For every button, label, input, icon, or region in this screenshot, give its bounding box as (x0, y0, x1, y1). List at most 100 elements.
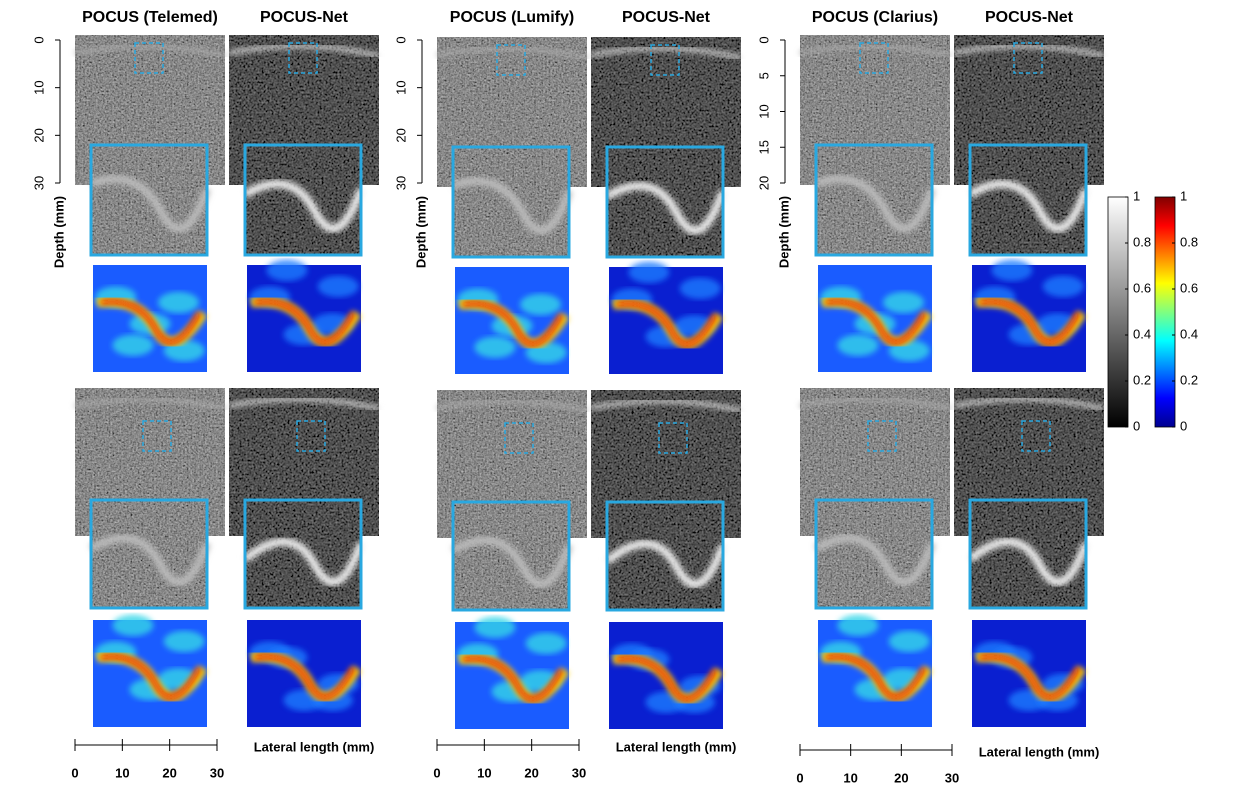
heat-spot (991, 259, 1033, 282)
bone-echo (604, 181, 727, 235)
lateral-tick-label: 20 (162, 765, 176, 780)
colorbar-tick-label: 0 (1180, 418, 1187, 433)
heat-core (254, 654, 355, 699)
heat-spot (525, 632, 567, 655)
colorbar-tick-label: 1 (1180, 188, 1187, 203)
roi-box (134, 42, 164, 74)
bone-echo (89, 175, 211, 233)
zoom-frame (243, 143, 363, 257)
heat-core (979, 654, 1080, 699)
colorbar-tick-label: 1 (1133, 188, 1140, 203)
zoom-frame (89, 143, 209, 257)
heat-spot (474, 336, 516, 358)
heat-spot (679, 277, 721, 300)
column-title: POCUS-Net (622, 9, 711, 26)
colorbar-tick-label: 0.6 (1180, 280, 1198, 295)
lateral-tick-label: 0 (433, 765, 440, 780)
heat-spot (163, 630, 205, 653)
roi-box (650, 44, 680, 76)
heat-core (254, 299, 355, 344)
depth-tick-label: 5 (756, 72, 771, 79)
colorbar (1107, 196, 1129, 428)
roi-box (859, 42, 889, 74)
depth-label: Depth (mm) (776, 196, 791, 268)
roi-box (296, 420, 326, 452)
column-title: POCUS (Telemed) (82, 9, 218, 26)
heat-spot (837, 334, 879, 356)
lateral-label: Lateral length (mm) (254, 739, 375, 754)
tissue-echo (799, 44, 951, 58)
zoom-frame (605, 145, 725, 259)
lateral-tick-label: 0 (71, 765, 78, 780)
heat-core (825, 654, 926, 699)
heat-spot (882, 291, 925, 314)
tissue-echo (74, 397, 226, 411)
depth-tick-label: 20 (756, 176, 771, 190)
colorbar-tick-label: 0 (1133, 418, 1140, 433)
colorbar (1154, 196, 1176, 428)
tissue-echo (799, 397, 951, 411)
roi-box (496, 44, 526, 76)
colorbar-tick-label: 0.4 (1180, 326, 1198, 341)
depth-label: Depth (mm) (413, 196, 428, 268)
tissue-echo (953, 397, 1105, 411)
heat-core (100, 299, 201, 344)
depth-tick-label: 0 (393, 36, 408, 43)
column-title: POCUS-Net (985, 9, 1074, 26)
heat-spot (1042, 275, 1084, 298)
lateral-tick-label: 10 (115, 765, 129, 780)
zoom-frame (814, 143, 934, 257)
zoom-frame (968, 143, 1088, 257)
colorbar-tick-label: 0.2 (1180, 372, 1198, 387)
roi-box (1013, 42, 1043, 74)
bone-echo (604, 539, 727, 588)
tissue-echo (228, 397, 380, 411)
heat-core (462, 301, 563, 346)
heat-spot (519, 293, 562, 316)
depth-tick-label: 15 (756, 140, 771, 154)
zoom-frame (968, 498, 1088, 610)
zoom-frame (243, 498, 363, 610)
heat-spot (317, 275, 359, 298)
tissue-echo (74, 44, 226, 58)
tissue-echo (436, 399, 588, 413)
column-title: POCUS-Net (260, 9, 349, 26)
tissue-echo (590, 46, 742, 60)
depth-tick-label: 30 (393, 176, 408, 190)
column-title: POCUS (Lumify) (450, 9, 574, 26)
depth-tick-label: 0 (31, 36, 46, 43)
lateral-tick-label: 0 (796, 770, 803, 785)
depth-tick-label: 0 (756, 36, 771, 43)
tissue-echo (436, 46, 588, 60)
bone-echo (814, 175, 936, 233)
depth-label: Depth (mm) (51, 196, 66, 268)
heat-core (100, 654, 201, 699)
heat-spot (112, 614, 154, 637)
zoom-frame (89, 498, 209, 610)
tissue-echo (953, 44, 1105, 58)
lateral-label: Lateral length (mm) (979, 744, 1100, 759)
heat-spot (474, 616, 516, 639)
depth-tick-label: 10 (31, 80, 46, 94)
roi-box (867, 420, 897, 452)
lateral-tick-label: 20 (524, 765, 538, 780)
heat-core (979, 299, 1080, 344)
heat-spot (628, 261, 670, 284)
heat-spot (266, 259, 308, 282)
roi-box (288, 42, 318, 74)
lateral-tick-label: 30 (572, 765, 586, 780)
heat-spot (112, 334, 154, 356)
colorbar-tick-label: 0.4 (1133, 326, 1151, 341)
lateral-tick-label: 10 (843, 770, 857, 785)
colorbar-tick-label: 0.6 (1133, 280, 1151, 295)
lateral-tick-label: 30 (945, 770, 959, 785)
tissue-echo (590, 399, 742, 413)
heat-spot (157, 291, 200, 314)
zoom-frame (814, 498, 934, 610)
colorbar-tick-label: 0.2 (1133, 372, 1151, 387)
zoom-frame (451, 500, 571, 612)
bone-echo (242, 537, 365, 586)
depth-tick-label: 10 (756, 104, 771, 118)
heat-spot (837, 614, 879, 637)
